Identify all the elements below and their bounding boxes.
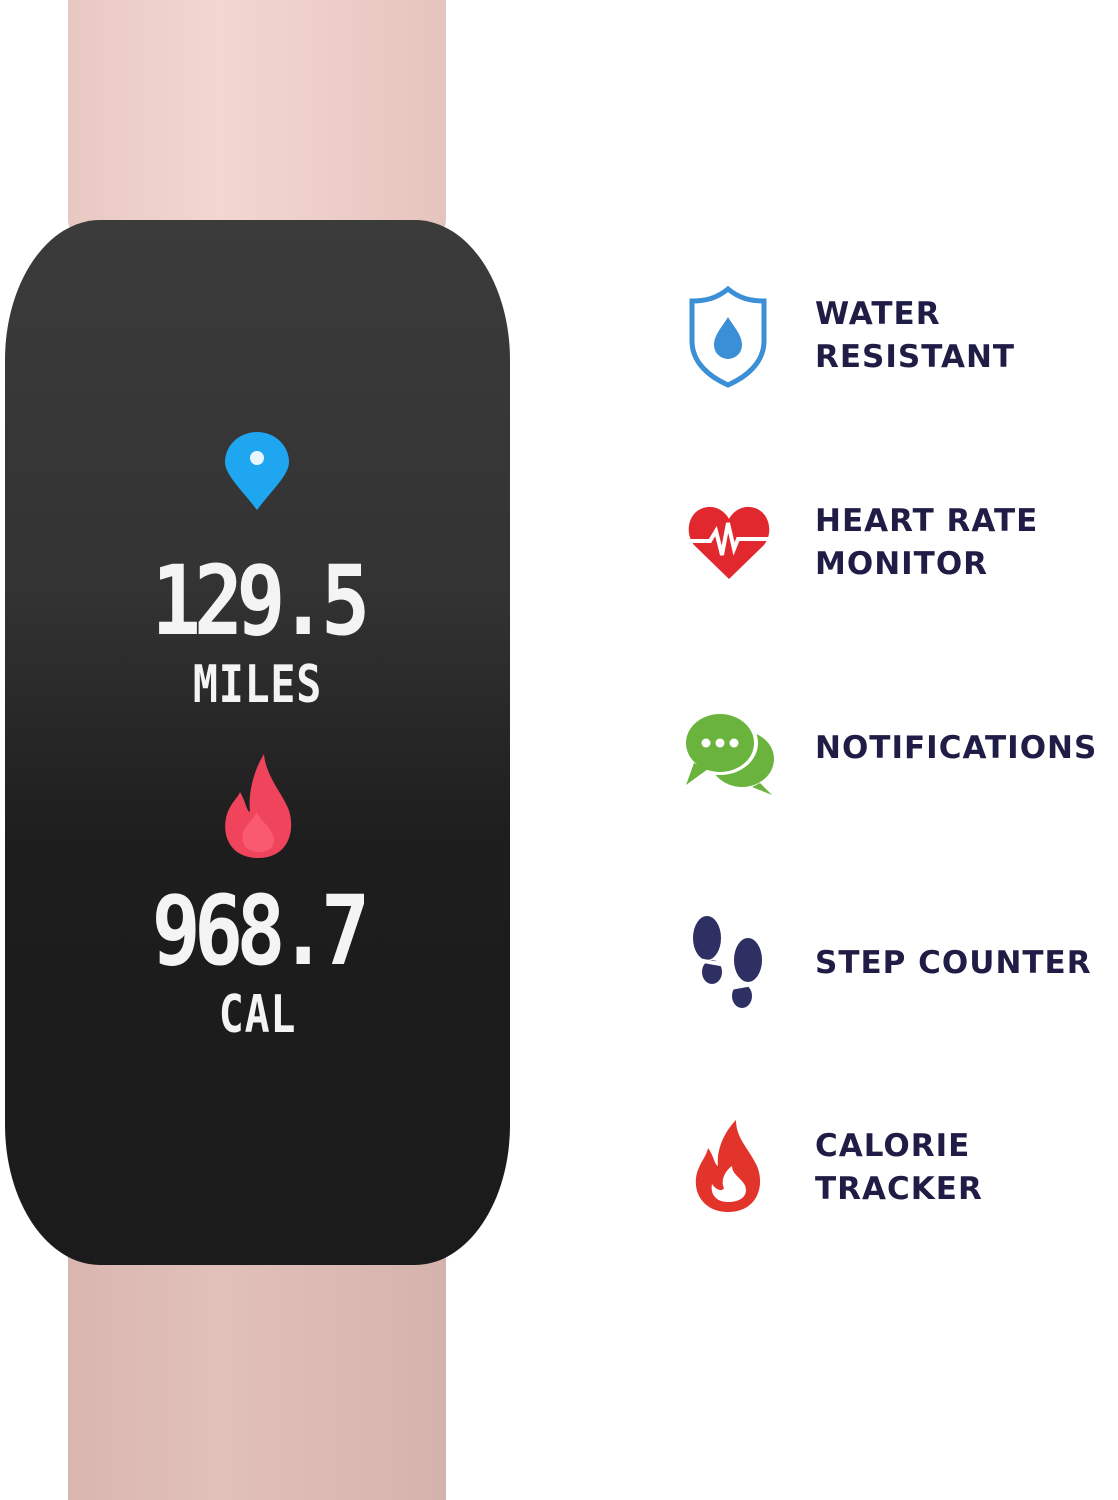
fire-icon bbox=[695, 1120, 761, 1212]
calories-unit: CAL bbox=[218, 985, 297, 1045]
distance-value: 129.5 bbox=[151, 545, 370, 657]
distance-unit: MILES bbox=[192, 655, 323, 715]
watch-band-bottom bbox=[68, 1245, 446, 1500]
flame-icon bbox=[225, 754, 292, 858]
feature-label: STEP COUNTER bbox=[815, 945, 1092, 981]
calories-value: 968.7 bbox=[151, 875, 370, 987]
feature-step-counter: STEP COUNTER bbox=[815, 942, 1092, 985]
location-pin-icon bbox=[225, 432, 289, 510]
feature-label: CALORIE bbox=[815, 1128, 971, 1164]
feature-label: NOTIFICATIONS bbox=[815, 730, 1098, 766]
feature-label: TRACKER bbox=[815, 1171, 983, 1207]
feature-heart-rate-monitor: HEART RATE MONITOR bbox=[815, 500, 1038, 586]
feature-label: MONITOR bbox=[815, 546, 989, 582]
footprints-icon bbox=[693, 916, 763, 1008]
feature-label: WATER bbox=[815, 296, 941, 332]
feature-label: RESISTANT bbox=[815, 339, 1016, 375]
water-shield-icon bbox=[689, 285, 767, 388]
chat-bubbles-icon bbox=[682, 711, 774, 795]
feature-label: HEART RATE bbox=[815, 503, 1039, 539]
watch-body bbox=[5, 220, 510, 1265]
watch-band-top bbox=[68, 0, 446, 240]
feature-notifications: NOTIFICATIONS bbox=[815, 727, 1097, 770]
feature-calorie-tracker: CALORIE TRACKER bbox=[815, 1125, 983, 1211]
feature-water-resistant: WATER RESISTANT bbox=[815, 293, 1015, 379]
heart-rate-icon bbox=[688, 506, 770, 579]
